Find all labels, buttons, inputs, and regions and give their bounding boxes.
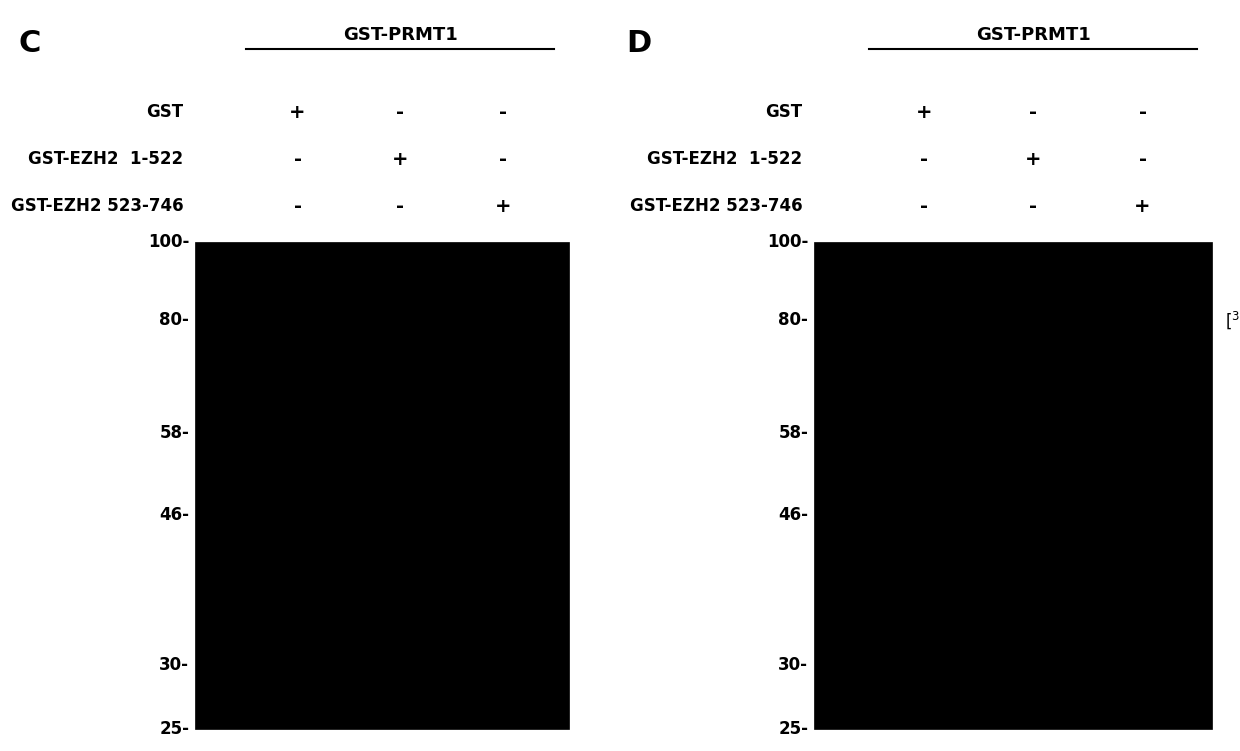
Text: +: + [1025,149,1042,169]
Text: 25-: 25- [779,719,808,737]
Text: -: - [294,149,301,169]
Text: GST-EZH2 523-746: GST-EZH2 523-746 [630,197,802,215]
Text: +: + [392,149,408,169]
Text: -: - [920,197,928,216]
Text: +: + [915,103,932,122]
Text: GST-PRMT1: GST-PRMT1 [976,26,1090,44]
Text: GST: GST [146,104,184,122]
Text: 80-: 80- [779,312,808,330]
Text: -: - [1029,197,1037,216]
Text: -: - [294,197,301,216]
Text: -: - [1138,103,1147,122]
Text: +: + [289,103,306,122]
Text: GST: GST [765,104,802,122]
Text: -: - [397,197,404,216]
Text: 30-: 30- [779,656,808,674]
Text: 46-: 46- [159,505,190,523]
Text: 80-: 80- [160,312,190,330]
Text: C: C [19,29,41,59]
Text: GST-EZH2 523-746: GST-EZH2 523-746 [11,197,184,215]
Text: 58-: 58- [160,424,190,442]
Text: -: - [1138,149,1147,169]
Text: -: - [498,149,507,169]
Text: +: + [495,197,511,216]
Text: 100-: 100- [148,233,190,251]
Bar [815,242,1213,728]
Text: -: - [1029,103,1037,122]
Text: +: + [1135,197,1151,216]
Text: D: D [626,29,651,59]
Text: GST-EZH2  1-522: GST-EZH2 1-522 [647,150,802,168]
Text: 30-: 30- [159,656,190,674]
Text: -: - [920,149,928,169]
Text: 58-: 58- [779,424,808,442]
Text: $[^3H]$-EZH2: $[^3H]$-EZH2 [1225,309,1240,331]
Bar [195,242,569,728]
Text: -: - [397,103,404,122]
Text: 25-: 25- [159,719,190,737]
Text: -: - [498,103,507,122]
Text: 46-: 46- [779,505,808,523]
Text: GST-EZH2  1-522: GST-EZH2 1-522 [29,150,184,168]
Text: 100-: 100- [768,233,808,251]
Text: GST-PRMT1: GST-PRMT1 [343,26,458,44]
